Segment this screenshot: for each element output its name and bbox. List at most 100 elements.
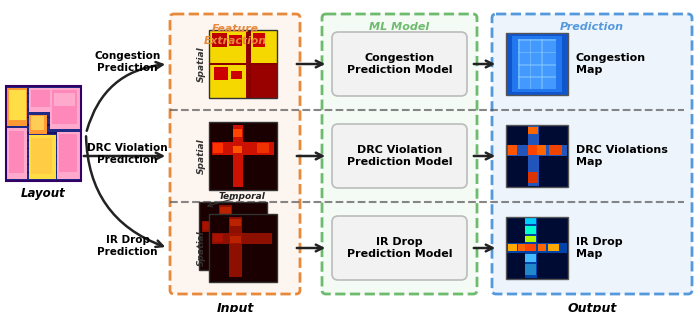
Bar xyxy=(506,217,568,279)
Bar xyxy=(525,244,536,251)
Bar xyxy=(203,222,213,230)
Bar xyxy=(6,173,81,180)
Bar xyxy=(209,30,277,98)
Bar xyxy=(548,244,559,251)
Text: DRC Violations
Map: DRC Violations Map xyxy=(576,145,668,167)
FancyBboxPatch shape xyxy=(332,216,467,280)
Bar xyxy=(31,116,44,130)
Bar xyxy=(9,131,24,173)
Bar xyxy=(7,128,27,179)
Bar xyxy=(506,125,568,187)
Bar xyxy=(506,33,568,95)
Bar xyxy=(525,254,536,262)
Bar xyxy=(202,221,262,232)
Bar xyxy=(508,145,517,155)
Bar xyxy=(6,157,81,164)
Bar xyxy=(213,234,223,242)
Bar xyxy=(540,39,542,89)
Bar xyxy=(6,141,81,148)
Bar xyxy=(506,125,568,187)
Bar xyxy=(508,243,567,253)
Bar xyxy=(230,36,242,46)
Bar xyxy=(219,205,232,265)
Bar xyxy=(212,33,228,47)
Bar xyxy=(212,233,272,244)
Bar xyxy=(6,149,81,156)
Bar xyxy=(220,207,231,214)
Text: ML Model: ML Model xyxy=(370,22,430,32)
Bar xyxy=(209,30,246,63)
Bar xyxy=(6,134,81,140)
Bar xyxy=(247,30,251,98)
Bar xyxy=(209,122,277,190)
Bar xyxy=(525,226,536,234)
Bar xyxy=(54,93,75,106)
Bar xyxy=(234,129,242,137)
Bar xyxy=(57,132,80,179)
Text: IR Drop
Prediction Model: IR Drop Prediction Model xyxy=(346,237,452,259)
Bar xyxy=(230,219,241,226)
Bar xyxy=(209,30,277,98)
Bar xyxy=(6,86,81,181)
Text: Layout: Layout xyxy=(21,187,66,200)
Bar xyxy=(29,115,46,134)
Bar xyxy=(213,143,223,153)
Bar xyxy=(31,90,52,107)
FancyBboxPatch shape xyxy=(332,32,467,96)
Text: DRC Violation
Prediction Model: DRC Violation Prediction Model xyxy=(346,145,452,167)
Text: Input: Input xyxy=(216,302,253,312)
Bar xyxy=(512,36,562,92)
Bar xyxy=(234,146,242,153)
Bar xyxy=(199,202,267,270)
Bar xyxy=(209,65,246,98)
Bar xyxy=(525,236,536,242)
Bar xyxy=(233,125,243,187)
Bar xyxy=(6,110,81,117)
Bar xyxy=(6,126,81,132)
Text: Output: Output xyxy=(567,302,617,312)
Bar xyxy=(253,33,265,47)
Bar xyxy=(6,102,81,109)
Bar xyxy=(6,86,81,181)
Bar xyxy=(7,88,27,126)
Bar xyxy=(6,86,81,93)
Bar xyxy=(209,214,277,282)
FancyBboxPatch shape xyxy=(332,124,467,188)
Text: Temporal: Temporal xyxy=(218,192,265,201)
Bar xyxy=(519,76,556,78)
Bar xyxy=(528,172,538,183)
Bar xyxy=(508,145,567,156)
Bar xyxy=(528,126,539,186)
Bar xyxy=(199,202,267,270)
Text: Feature
Extraction: Feature Extraction xyxy=(204,24,267,46)
Bar xyxy=(6,165,81,172)
Bar xyxy=(52,90,77,124)
Bar xyxy=(29,88,55,112)
FancyBboxPatch shape xyxy=(322,14,477,294)
Bar xyxy=(519,39,556,41)
Bar xyxy=(528,127,538,134)
Text: Prediction: Prediction xyxy=(560,22,624,32)
Bar xyxy=(220,224,231,231)
Bar xyxy=(251,30,277,63)
Bar xyxy=(6,94,81,101)
Bar xyxy=(519,244,524,251)
Bar xyxy=(519,64,556,66)
Bar xyxy=(209,122,277,190)
Bar xyxy=(6,118,81,124)
Bar xyxy=(519,39,556,89)
Bar xyxy=(524,218,537,278)
Text: DRC Violation
Prediction: DRC Violation Prediction xyxy=(88,143,168,165)
Bar xyxy=(257,143,269,153)
Bar xyxy=(31,138,52,174)
Bar xyxy=(537,145,546,155)
Bar xyxy=(508,244,517,251)
Bar xyxy=(9,90,25,120)
Text: IR Drop
Prediction: IR Drop Prediction xyxy=(97,235,158,257)
Bar xyxy=(231,71,241,79)
Bar xyxy=(525,218,536,224)
Bar xyxy=(525,264,536,275)
Bar xyxy=(214,67,228,80)
FancyBboxPatch shape xyxy=(170,14,300,294)
Bar xyxy=(506,33,568,95)
